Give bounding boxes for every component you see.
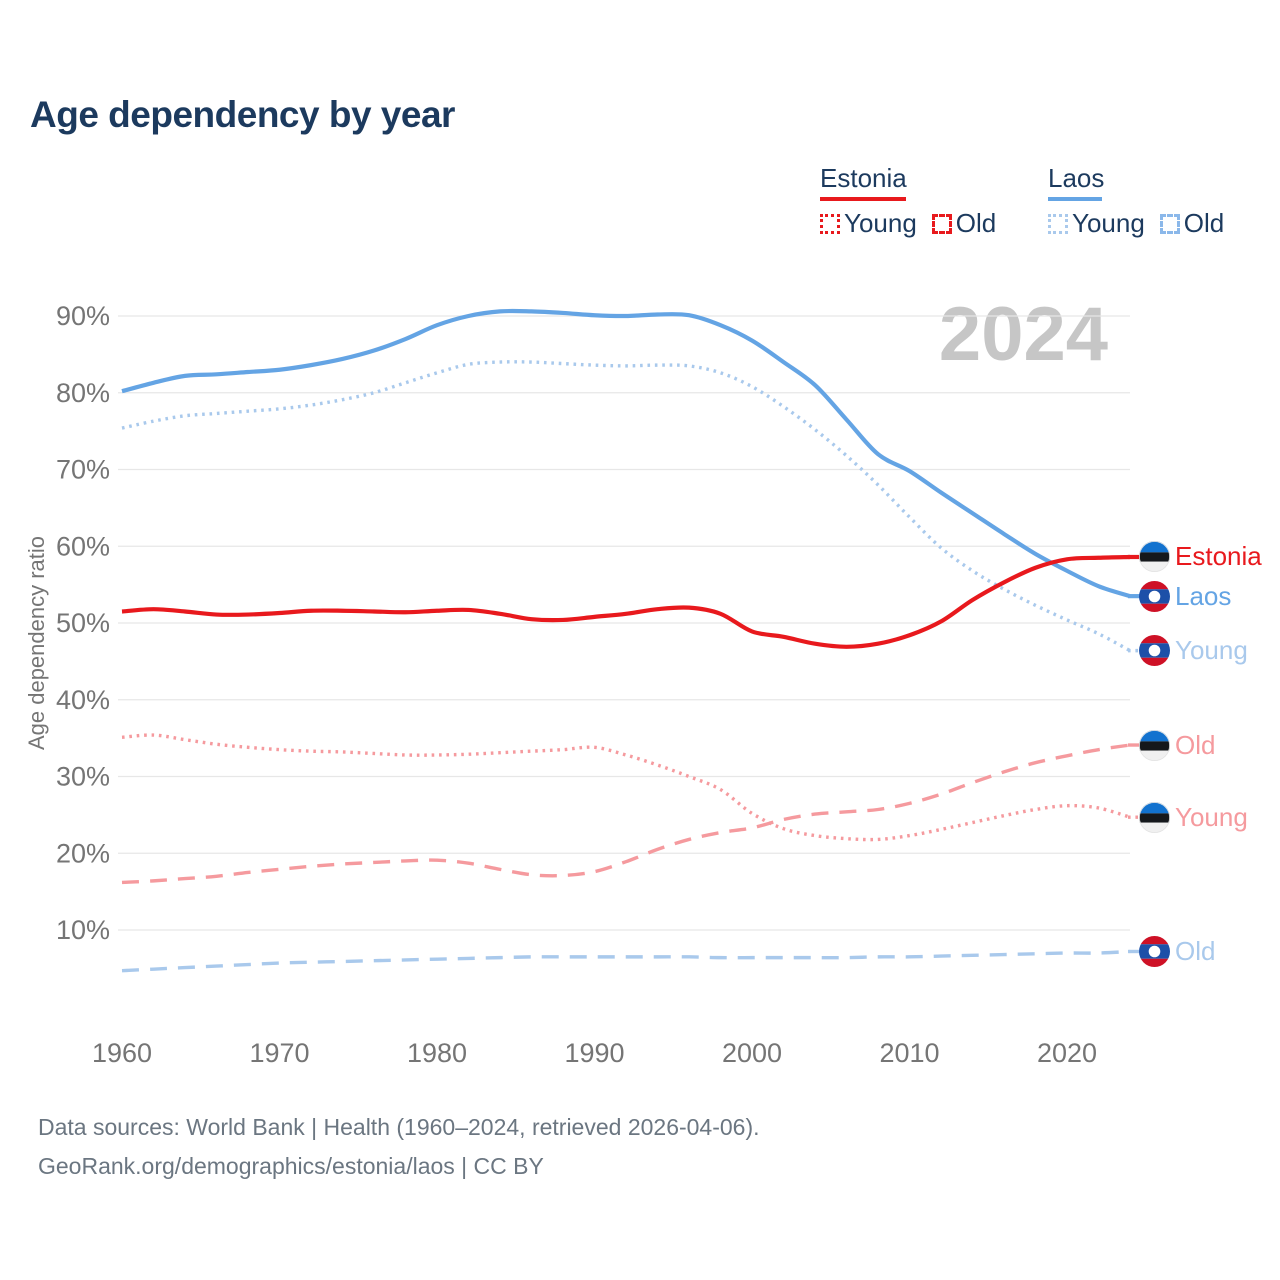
legend-country-laos[interactable]: Laos	[1048, 163, 1224, 201]
y-tick-label: 50%	[56, 608, 110, 638]
footer: Data sources: World Bank | Health (1960–…	[38, 1108, 760, 1186]
y-tick-label: 80%	[56, 378, 110, 408]
series-line-laos_old[interactable]	[121, 949, 1131, 973]
y-tick-label: 20%	[56, 838, 110, 868]
end-label-laos_young: Young	[1139, 635, 1248, 667]
laos-young-dotted-swatch-icon	[1048, 213, 1068, 234]
legend-item-estonia-young[interactable]: Young	[820, 208, 917, 239]
laos-flag-icon	[1139, 635, 1170, 667]
y-tick-label: 70%	[56, 455, 110, 485]
footer-attribution: GeoRank.org/demographics/estonia/laos | …	[38, 1153, 544, 1179]
legend-item-laos-young[interactable]: Young	[1048, 208, 1145, 239]
end-label-text: Laos	[1175, 580, 1232, 611]
estonia-flag-icon	[1139, 801, 1170, 833]
legend-label-laos-young: Young	[1072, 208, 1145, 238]
legend-country-estonia-label[interactable]: Estonia	[820, 163, 907, 193]
end-label-estonia_young: Young	[1139, 801, 1248, 833]
legend-country-laos-label[interactable]: Laos	[1048, 163, 1105, 193]
laos-underline	[1048, 197, 1102, 201]
series-line-estonia_young[interactable]	[121, 733, 1131, 842]
estonia-underline	[820, 197, 906, 201]
x-tick-label: 2000	[722, 1038, 782, 1068]
y-tick-label: 90%	[56, 301, 110, 331]
legend-group-estonia: Estonia Young Old	[820, 163, 996, 239]
series-line-estonia_total[interactable]	[121, 554, 1131, 649]
end-label-estonia_total: Estonia	[1139, 541, 1262, 573]
footer-data-sources: Data sources: World Bank | Health (1960–…	[38, 1114, 760, 1140]
legend-country-estonia[interactable]: Estonia	[820, 163, 996, 201]
x-tick-label: 1970	[249, 1038, 309, 1068]
y-tick-label: 30%	[56, 762, 110, 792]
legend-label-laos-old: Old	[1183, 208, 1225, 238]
legend-group-laos: Laos Young Old	[1048, 163, 1224, 239]
x-tick-label: 1990	[564, 1038, 624, 1068]
x-tick-label: 1960	[92, 1038, 152, 1068]
estonia-flag-icon	[1139, 541, 1170, 573]
estonia-old-dashed-swatch-icon	[931, 213, 952, 234]
legend-label-estonia-old: Old	[955, 208, 997, 238]
y-axis-title: Age dependency ratio	[24, 536, 49, 750]
x-tick-label: 1980	[407, 1038, 467, 1068]
series-line-laos_young[interactable]	[121, 360, 1131, 653]
series-line-laos_total[interactable]	[121, 308, 1131, 599]
end-label-laos_old: Old	[1139, 935, 1216, 967]
legend-row-estonia: Young Old	[820, 208, 996, 239]
x-tick-label: 2010	[879, 1038, 939, 1068]
y-tick-label: 40%	[56, 685, 110, 715]
legend-item-estonia-old[interactable]: Old	[931, 208, 997, 239]
page-title: Age dependency by year	[30, 94, 455, 135]
y-tick-label: 60%	[56, 531, 110, 561]
end-label-text: Young	[1175, 635, 1248, 666]
end-label-text: Old	[1175, 935, 1216, 966]
estonia-flag-icon	[1139, 729, 1170, 761]
legend-item-laos-old[interactable]: Old	[1159, 208, 1225, 239]
laos-flag-icon	[1139, 580, 1170, 612]
end-label-text: Estonia	[1175, 541, 1262, 572]
x-tick-label: 2020	[1037, 1038, 1097, 1068]
estonia-young-dotted-swatch-icon	[820, 213, 840, 234]
legend-label-estonia-young: Young	[844, 208, 917, 238]
legend-row-laos: Young Old	[1048, 208, 1224, 239]
laos-old-dashed-swatch-icon	[1159, 213, 1180, 234]
y-tick-label: 10%	[56, 915, 110, 945]
series-line-estonia_old[interactable]	[121, 743, 1131, 885]
end-label-laos_total: Laos	[1139, 580, 1232, 612]
end-label-estonia_old: Old	[1139, 729, 1216, 761]
end-label-text: Old	[1175, 729, 1216, 760]
end-label-text: Young	[1175, 801, 1248, 832]
watermark-year: 2024	[939, 292, 1108, 377]
laos-flag-icon	[1139, 935, 1170, 967]
